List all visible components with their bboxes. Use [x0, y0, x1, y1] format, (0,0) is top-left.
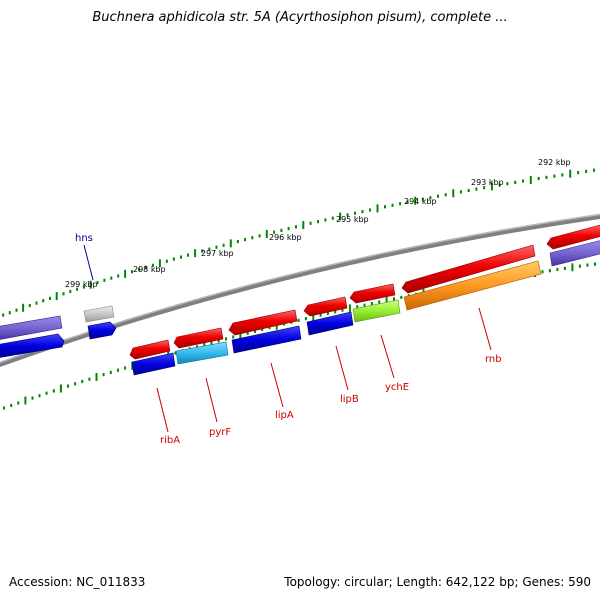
feature-rrna-left-outer[interactable]: [0, 315, 63, 340]
leader-lipA: [270, 362, 284, 408]
feature-lipB-cds[interactable]: [303, 296, 348, 317]
feature-ribA-gene[interactable]: [131, 352, 176, 376]
gene-label-ychE[interactable]: ychE: [385, 382, 409, 393]
gene-label-hns[interactable]: hns: [75, 233, 93, 244]
scale-label-297: 297 kbp: [201, 249, 234, 258]
feature-lipA-gene[interactable]: [231, 325, 302, 354]
scale-label-292: 292 kbp: [538, 158, 571, 167]
accession-text: Accession: NC_011833: [9, 575, 146, 589]
topology-summary-text: Topology: circular; Length: 642,122 bp; …: [284, 575, 591, 589]
map-title: Buchnera aphidicola str. 5A (Acyrthosiph…: [92, 10, 508, 25]
feature-ychE-misc[interactable]: [352, 299, 401, 323]
feature-lipA-cds[interactable]: [228, 309, 298, 336]
outer-scale-ticks: [2, 168, 595, 317]
feature-pyrF-misc[interactable]: [175, 341, 229, 365]
gene-label-lipB[interactable]: lipB: [340, 394, 359, 405]
gene-label-rnb[interactable]: rnb: [485, 354, 502, 365]
scale-label-294: 294 kbp: [404, 197, 437, 206]
genome-backbone-highlight: [0, 213, 600, 364]
scale-label-293: 293 kbp: [471, 178, 504, 187]
gene-label-ribA[interactable]: ribA: [160, 435, 180, 446]
feature-gene-left-inner[interactable]: [0, 333, 65, 358]
scale-label-298: 298 kbp: [133, 265, 166, 274]
scale-label-296: 296 kbp: [269, 233, 302, 242]
feature-lipB-gene[interactable]: [306, 311, 354, 336]
leader-hns: [83, 244, 94, 281]
feature-hns-gene[interactable]: [87, 321, 117, 340]
feature-hns-trna[interactable]: [83, 305, 115, 323]
feature-ychE-cds[interactable]: [349, 283, 396, 304]
leader-rnb: [478, 307, 492, 351]
scale-label-295: 295 kbp: [336, 215, 369, 224]
feature-rnb-cds[interactable]: [401, 244, 536, 294]
leader-ribA: [156, 387, 169, 433]
feature-rrna-right-inner[interactable]: [549, 240, 600, 267]
gene-label-lipA[interactable]: lipA: [275, 410, 294, 421]
genome-backbone: [0, 213, 600, 368]
leader-ychE: [380, 334, 395, 379]
feature-pyrF-cds[interactable]: [173, 327, 224, 349]
feature-rnb-gene[interactable]: [403, 260, 542, 311]
scale-label-299: 299 kbp: [65, 280, 98, 289]
leader-pyrF: [205, 377, 218, 423]
leader-lipB: [335, 345, 349, 391]
gene-label-pyrF[interactable]: pyrF: [209, 427, 231, 438]
feature-right-outer-cds[interactable]: [546, 224, 600, 250]
feature-ribA-cds[interactable]: [129, 339, 171, 360]
